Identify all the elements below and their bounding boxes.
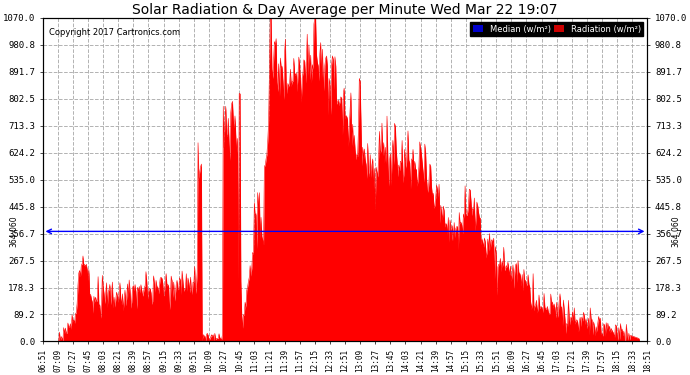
Legend: Median (w/m²), Radiation (w/m²): Median (w/m²), Radiation (w/m²): [471, 22, 643, 36]
Text: Copyright 2017 Cartronics.com: Copyright 2017 Cartronics.com: [49, 28, 180, 37]
Text: 364.060: 364.060: [10, 216, 19, 247]
Text: 364.060: 364.060: [671, 216, 680, 247]
Title: Solar Radiation & Day Average per Minute Wed Mar 22 19:07: Solar Radiation & Day Average per Minute…: [132, 3, 558, 17]
